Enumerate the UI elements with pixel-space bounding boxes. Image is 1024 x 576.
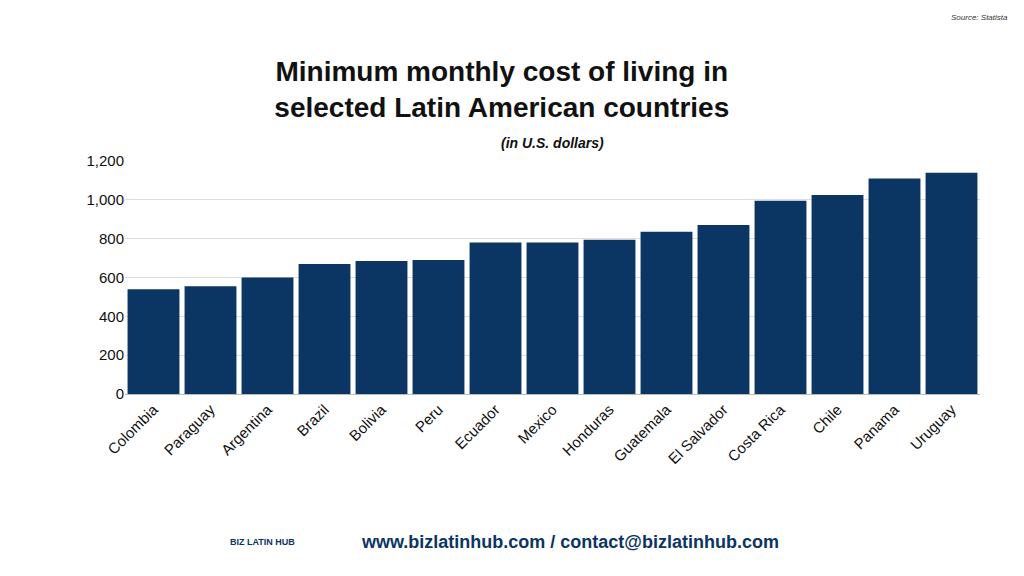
svg-text:Mexico: Mexico	[514, 401, 560, 447]
svg-text:Guatemala: Guatemala	[610, 400, 674, 464]
svg-text:Panama: Panama	[850, 400, 902, 452]
svg-text:800: 800	[99, 230, 124, 247]
svg-text:BIZ LATIN HUB: BIZ LATIN HUB	[230, 537, 295, 547]
svg-text:400: 400	[99, 308, 124, 325]
svg-text:1,200: 1,200	[86, 152, 124, 169]
svg-text:Brazil: Brazil	[293, 401, 332, 440]
svg-text:200: 200	[99, 346, 124, 363]
svg-text:Ecuador: Ecuador	[451, 401, 503, 453]
svg-text:www.bizlatinhub.com / contact@: www.bizlatinhub.com / contact@bizlatinhu…	[361, 532, 779, 552]
svg-text:Honduras: Honduras	[559, 401, 617, 459]
svg-text:Argentina: Argentina	[217, 400, 275, 458]
svg-text:Peru: Peru	[411, 401, 445, 435]
svg-text:(in U.S. dollars): (in U.S. dollars)	[501, 135, 604, 151]
svg-text:0: 0	[116, 385, 124, 402]
svg-text:Chile: Chile	[809, 401, 845, 437]
svg-text:Uruguay: Uruguay	[907, 401, 959, 453]
svg-text:600: 600	[99, 269, 124, 286]
svg-text:Source: Statista: Source: Statista	[951, 13, 1008, 22]
svg-text:1,000: 1,000	[86, 191, 124, 208]
svg-text:El Salvador: El Salvador	[665, 401, 731, 467]
svg-text:Paraguay: Paraguay	[160, 401, 218, 459]
svg-text:Colombia: Colombia	[104, 400, 161, 457]
svg-text:Costa Rica: Costa Rica	[724, 400, 788, 464]
svg-text:Bolivia: Bolivia	[346, 400, 390, 444]
svg-text:Minimum monthly cost of living: Minimum monthly cost of living inselecte…	[274, 56, 729, 123]
